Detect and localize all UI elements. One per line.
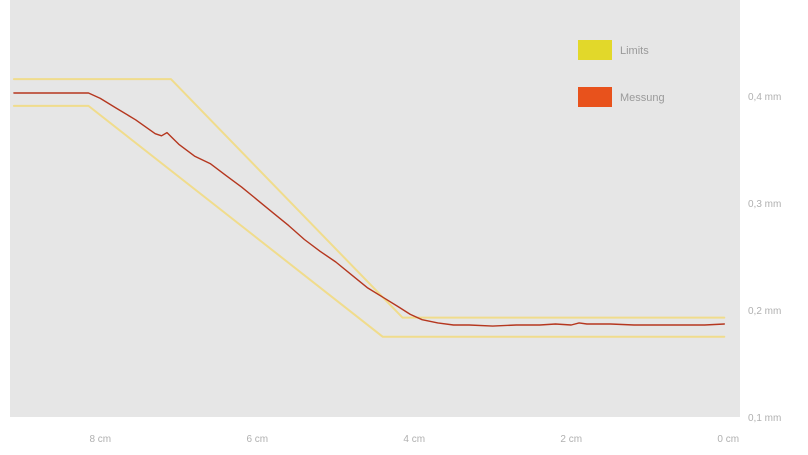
legend-swatch-messung <box>578 87 612 107</box>
limit-line-1 <box>12 104 726 338</box>
x-tick-label: 8 cm <box>89 434 111 445</box>
legend-swatch-limits <box>578 40 612 60</box>
limit-line-0 <box>12 78 726 319</box>
y-tick-label: 0,2 mm <box>748 306 781 317</box>
y-tick-label: 0,3 mm <box>748 199 781 210</box>
x-tick-label: 6 cm <box>246 434 268 445</box>
legend-label-messung: Messung <box>620 92 665 104</box>
y-tick-label: 0,1 mm <box>748 413 781 424</box>
legend-label-limits: Limits <box>620 45 649 57</box>
plot-area <box>10 0 740 417</box>
x-tick-label: 0 cm <box>717 434 739 445</box>
y-axis: 0,4 mm 0,3 mm 0,2 mm 0,1 mm <box>748 92 781 424</box>
x-axis: 8 cm 6 cm 4 cm 2 cm 0 cm <box>89 434 739 445</box>
series-layer <box>12 78 726 338</box>
x-tick-label: 4 cm <box>403 434 425 445</box>
y-tick-label: 0,4 mm <box>748 92 781 103</box>
x-tick-label: 2 cm <box>560 434 582 445</box>
legend: Limits Messung <box>578 40 665 107</box>
measurement-line <box>13 92 725 327</box>
